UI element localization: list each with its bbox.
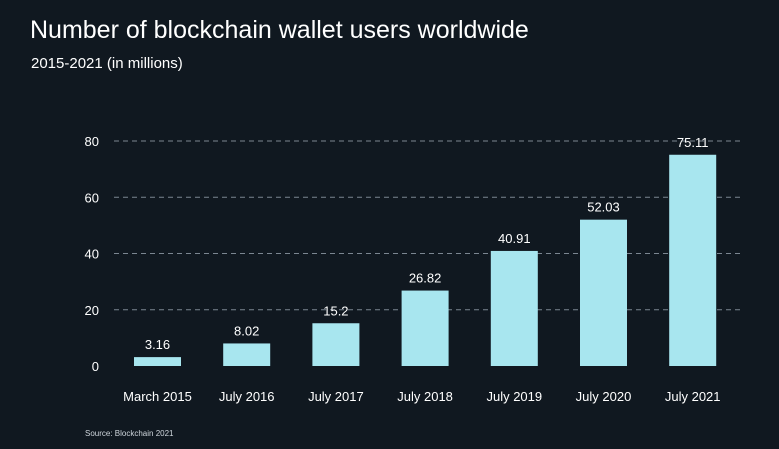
chart-title: Number of blockchain wallet users worldw… (30, 16, 529, 44)
bar (669, 154, 717, 366)
data-label: 15.2 (323, 303, 348, 318)
y-tick-label: 60 (85, 190, 99, 205)
y-tick-label: 0 (92, 359, 99, 374)
data-label: 40.91 (498, 231, 531, 246)
bar (134, 357, 181, 366)
y-axis: 0 20 40 60 80 (85, 134, 99, 374)
y-tick-label: 80 (85, 134, 99, 149)
x-tick-label: July 2019 (486, 389, 542, 404)
x-tick-label: July 2018 (397, 389, 453, 404)
data-label: 52.03 (587, 200, 620, 215)
y-tick-label: 20 (85, 303, 99, 318)
source-note: Source: Blockchain 2021 (85, 429, 174, 438)
chart-subtitle: 2015-2021 (in millions) (31, 55, 183, 72)
x-tick-label: March 2015 (123, 389, 192, 404)
gridlines (114, 140, 742, 311)
data-labels: 3.16 8.02 15.2 26.82 40.91 52.03 75.11 (145, 135, 709, 352)
bar (401, 290, 449, 366)
data-label: 75.11 (677, 135, 709, 150)
data-label: 3.16 (145, 337, 170, 352)
bar (223, 343, 271, 366)
x-axis: March 2015 July 2016 July 2017 July 2018 Jul… (123, 389, 720, 404)
bar (490, 250, 538, 366)
x-tick-label: July 2017 (308, 389, 364, 404)
x-tick-label: July 2016 (219, 389, 275, 404)
bar (312, 323, 360, 366)
data-label: 26.82 (409, 271, 442, 286)
bar (580, 219, 627, 366)
y-tick-label: 40 (85, 247, 99, 262)
x-tick-label: July 2021 (665, 389, 721, 404)
bars (134, 154, 717, 366)
data-label: 8.02 (234, 323, 259, 338)
x-tick-label: July 2020 (576, 389, 632, 404)
